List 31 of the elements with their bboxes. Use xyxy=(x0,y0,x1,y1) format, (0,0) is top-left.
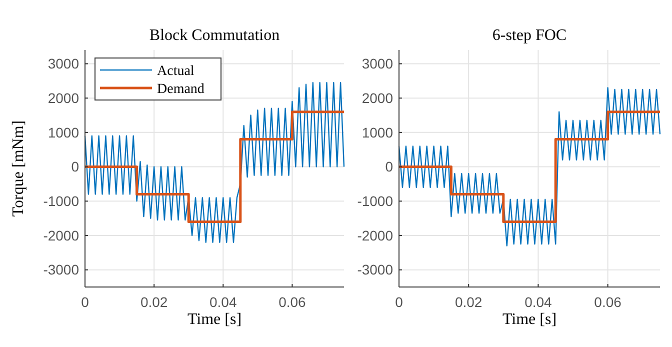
chart-title: 6-step FOC xyxy=(492,27,567,44)
x-tick-label: 0.02 xyxy=(140,294,168,310)
legend-label: Actual xyxy=(157,64,194,79)
x-tick-label: 0.02 xyxy=(454,294,482,310)
y-axis-title: Torque [mNm] xyxy=(10,120,27,217)
y-tick-label: 1000 xyxy=(48,124,80,140)
y-tick-label: 0 xyxy=(385,158,394,175)
legend-label: Demand xyxy=(157,82,204,97)
x-tick-label: 0.06 xyxy=(278,294,306,310)
x-tick-label: 0 xyxy=(395,294,404,310)
y-tick-label: 2000 xyxy=(362,90,394,106)
x-tick-label: 0.04 xyxy=(524,294,552,310)
y-tick-label: -3000 xyxy=(357,262,394,278)
y-tick-label: 3000 xyxy=(48,56,80,72)
y-tick-label: 0 xyxy=(71,158,80,175)
y-tick-label: -2000 xyxy=(43,227,80,244)
y-tick-label: -1000 xyxy=(43,193,80,210)
line-series xyxy=(398,87,661,246)
y-tick-label: -3000 xyxy=(43,262,80,278)
y-tick-label: 2000 xyxy=(48,90,80,106)
x-axis-title: Time [s] xyxy=(187,311,242,328)
y-tick-label: -2000 xyxy=(357,227,394,244)
y-tick-label: -1000 xyxy=(357,193,394,210)
x-axis-title: Time [s] xyxy=(502,311,557,328)
line-series xyxy=(84,82,345,243)
y-tick-label: 1000 xyxy=(362,124,394,140)
x-tick-label: 0 xyxy=(81,294,90,310)
chart-title: Block Commutation xyxy=(149,27,280,44)
x-tick-label: 0.06 xyxy=(594,294,622,310)
x-tick-label: 0.04 xyxy=(210,294,237,310)
y-tick-label: 3000 xyxy=(362,56,394,72)
